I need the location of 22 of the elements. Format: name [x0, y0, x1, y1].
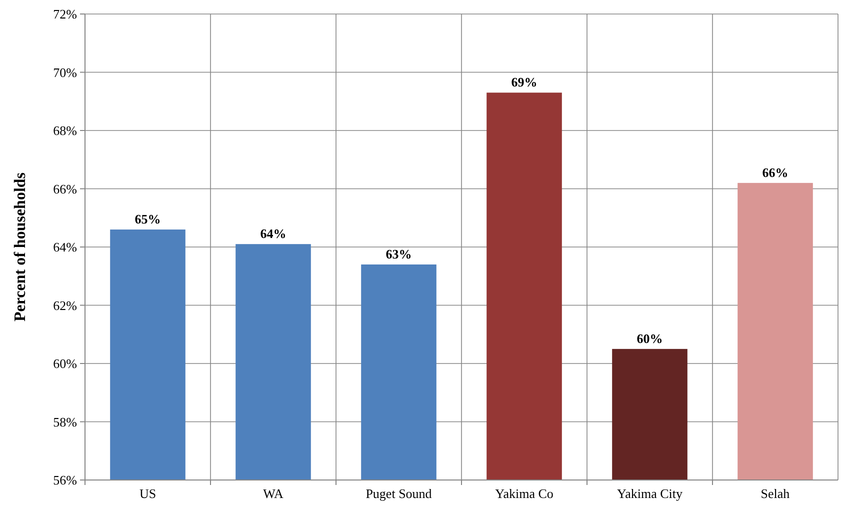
data-label: 69% — [511, 74, 538, 90]
y-axis-title: Percent of households — [12, 172, 29, 322]
y-tick-label: 66% — [53, 181, 78, 196]
y-tick-label: 62% — [53, 298, 78, 313]
data-label: 63% — [386, 246, 412, 262]
x-tick-label: Yakima City — [617, 486, 683, 501]
x-tick-label: Selah — [760, 486, 790, 501]
y-tick-label: 64% — [53, 240, 78, 255]
y-tick-label: 56% — [53, 472, 78, 488]
data-label: 66% — [762, 164, 788, 180]
data-label: 60% — [636, 330, 663, 346]
y-tick-label: 68% — [53, 123, 78, 138]
x-tick-label: US — [139, 486, 156, 501]
y-tick-label: 70% — [53, 64, 78, 80]
x-tick-label: Yakima Co — [495, 486, 554, 501]
data-label: 65% — [134, 212, 161, 227]
y-tick-label: 72% — [53, 6, 78, 22]
y-tick-label: 58% — [53, 414, 78, 430]
y-tick-label: 60% — [53, 356, 78, 372]
x-tick-label: Puget Sound — [366, 486, 432, 501]
x-tick-label: WA — [263, 486, 284, 501]
data-label: 64% — [260, 226, 286, 242]
